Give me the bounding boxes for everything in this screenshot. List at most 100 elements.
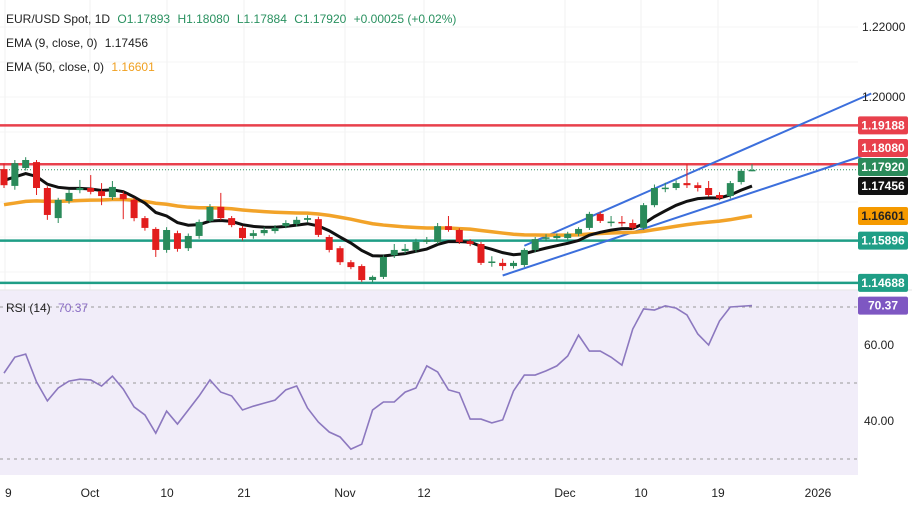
candle-body [98, 191, 106, 197]
ema50-legend[interactable]: EMA (50, close, 0) 1.16601 [6, 60, 159, 74]
candle-body [434, 226, 442, 242]
candle-body [271, 227, 279, 232]
candle [249, 230, 257, 239]
candle [65, 189, 73, 204]
candle-body [423, 240, 431, 242]
candle-body [130, 199, 138, 219]
level-price-label: 1.14688 [861, 276, 905, 290]
y-tick: 1.20000 [862, 90, 906, 104]
candle [293, 216, 301, 227]
price-labels: 1.14688 1.15896 1.16601 1.17456 1.17920 1.180… [858, 116, 908, 315]
candle [87, 175, 95, 195]
candle-body [293, 219, 301, 225]
open-value: O1.17893 [117, 12, 171, 26]
candle [141, 216, 149, 231]
candle-body [206, 206, 214, 221]
candle [238, 225, 246, 241]
candle [401, 244, 409, 254]
candle [54, 197, 62, 223]
candle-body [661, 187, 669, 190]
candle-body [672, 183, 680, 188]
candle [0, 163, 8, 188]
candle-body [705, 188, 713, 195]
candle-body [650, 188, 658, 206]
candle-body [173, 233, 181, 249]
axes: 1.22000 1.20000 60.00 40.00 [862, 20, 906, 428]
candle-body [412, 241, 420, 250]
ema9-legend[interactable]: EMA (9, close, 0) 1.17456 [6, 36, 152, 50]
candle [650, 184, 658, 208]
rsi-label: RSI (14) [6, 301, 51, 315]
price-label: 1.17456 [861, 179, 905, 193]
x-axis: 9 Oct 10 21 Nov 12 Dec 10 19 2026 [5, 486, 832, 500]
level-price-label-bg [858, 139, 908, 158]
candle [390, 244, 398, 258]
candle [455, 228, 463, 244]
x-tick: 21 [237, 486, 251, 500]
candle [661, 182, 669, 193]
candle [520, 248, 528, 268]
candle [672, 180, 680, 191]
candle-body [33, 162, 41, 188]
x-tick: 19 [711, 486, 725, 500]
candle-body [11, 163, 19, 186]
candle [466, 239, 474, 247]
candle [347, 260, 355, 270]
candle-body [618, 221, 626, 224]
x-tick: 10 [160, 486, 174, 500]
candle-body [401, 248, 409, 251]
channel-upper-line [523, 92, 872, 247]
candle [694, 182, 702, 192]
candle [98, 183, 106, 206]
candle-body [607, 221, 615, 224]
change-value: +0.00025 (+0.02%) [353, 12, 457, 26]
candle-body [217, 206, 225, 219]
candle-body [260, 230, 268, 234]
candle [108, 181, 116, 200]
candle-body [455, 230, 463, 242]
candle-body [575, 228, 583, 234]
candle-body [152, 228, 160, 250]
candle [325, 234, 333, 253]
candle-body [141, 218, 149, 228]
candles [0, 157, 756, 283]
candle-body [336, 248, 344, 263]
candle [43, 186, 51, 220]
level-price-label-bg [858, 273, 908, 292]
rsi-legend[interactable]: RSI (14) 70.37 [6, 301, 92, 315]
candle-body [379, 256, 387, 277]
rsi-value: 70.37 [58, 301, 89, 315]
candle-body [737, 170, 745, 183]
candle [369, 275, 377, 283]
candle [33, 160, 41, 195]
candle [585, 211, 593, 230]
close-value: C1.17920 [294, 12, 347, 26]
price-label: 1.17920 [861, 160, 905, 174]
candle-body [304, 218, 312, 220]
candle [358, 264, 366, 282]
candle [575, 227, 583, 237]
candle-body [325, 237, 333, 250]
candle-body [477, 244, 485, 263]
candle [423, 237, 431, 244]
candle-body [76, 188, 84, 191]
rsi-line [3, 304, 753, 451]
candle-body [510, 262, 518, 267]
price-label-bg [858, 177, 908, 196]
candle [542, 234, 550, 242]
candle-body [596, 213, 604, 221]
price-label-bg [858, 158, 908, 177]
candle-body [683, 183, 691, 186]
candle-body [531, 239, 539, 250]
candle [217, 192, 225, 221]
candle-body [0, 169, 8, 186]
x-tick: Nov [334, 486, 355, 500]
candle-body [347, 262, 355, 268]
candle-body [238, 227, 246, 239]
symbol-title[interactable]: EUR/USD Spot, 1D [6, 12, 111, 26]
candle-body [163, 230, 171, 250]
candle [152, 227, 160, 257]
candle [640, 203, 648, 230]
candle [173, 230, 181, 252]
